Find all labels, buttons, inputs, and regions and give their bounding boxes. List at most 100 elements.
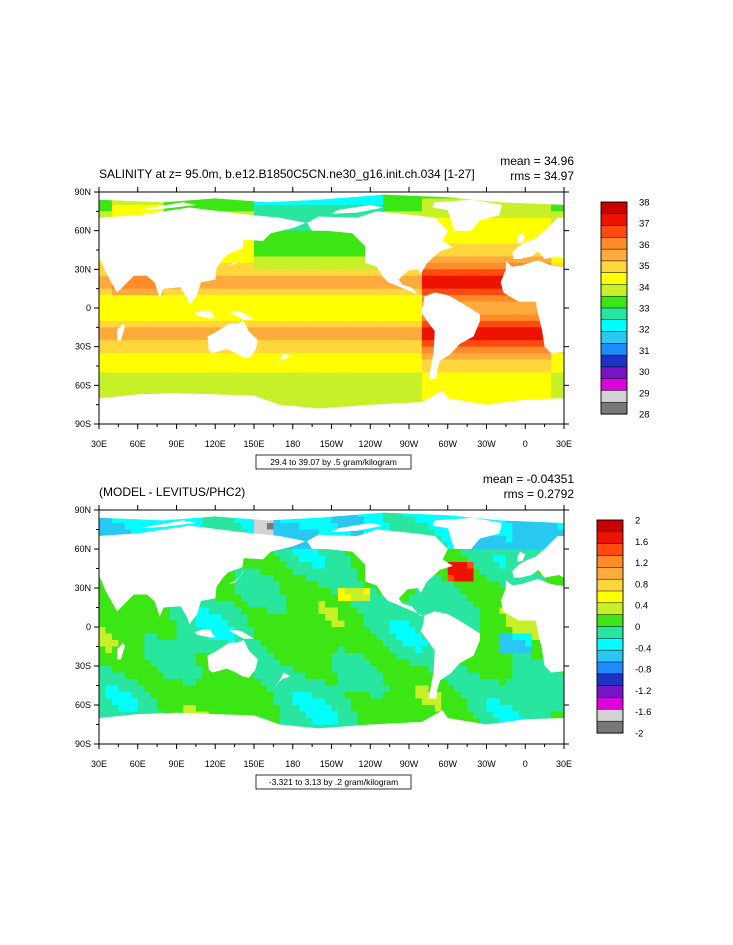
field-cell [447,692,455,699]
field-cell [260,301,268,309]
field-cell [454,282,462,290]
field-cell [331,705,339,712]
field-cell [195,359,203,367]
field-cell [492,685,500,693]
field-cell [370,627,378,634]
field-cell [111,653,119,660]
field-cell [344,555,352,563]
field-cell [383,607,391,615]
field-cell [176,679,184,686]
field-cell [389,192,397,199]
field-cell [325,549,332,556]
field-cell [195,333,203,341]
field-cell [286,353,294,360]
field-cell [105,295,113,302]
field-cell [499,314,507,322]
field-cell [273,555,281,563]
field-cell [318,672,326,680]
field-cell [163,607,171,615]
field-cell [299,679,307,686]
field-cell [312,333,319,341]
field-cell [105,659,113,667]
field-cell [241,288,248,296]
field-cell [157,346,164,354]
field-cell [254,366,261,373]
field-cell [260,378,268,386]
field-cell [544,698,552,706]
field-cell [312,269,319,277]
field-cell [331,516,339,524]
field-cell [473,698,481,706]
field-cell [383,627,391,634]
field-cell [363,340,371,348]
field-cell [118,359,126,367]
field-cell [499,262,507,270]
field-cell [396,353,403,360]
field-cell [299,198,307,206]
field-cell [170,666,177,673]
field-cell [111,607,119,615]
field-cell [512,314,520,322]
field-cell [492,301,500,309]
field-cell [299,320,307,328]
field-cell [499,588,507,595]
field-cell [467,243,474,251]
field-cell [344,601,352,608]
field-cell [254,359,261,367]
field-cell [234,633,242,641]
field-cell [467,614,474,621]
field-cell [525,211,533,219]
field-cell [441,692,449,699]
field-cell [525,333,533,341]
field-cell [467,385,474,393]
field-cell [454,262,462,270]
field-cell [557,211,565,219]
field-cell [325,237,332,244]
field-cell [512,659,520,667]
field-cell [279,372,287,380]
field-cell [505,627,513,634]
field-cell [312,692,319,699]
colorbar-label: 38 [639,198,650,209]
field-cell [150,314,158,322]
field-cell [396,646,403,654]
field-cell [312,250,319,257]
field-cell [531,646,539,654]
field-cell [208,627,216,634]
field-cell [331,320,339,328]
field-cell [118,607,126,615]
field-cell [273,333,281,341]
field-cell [396,295,403,302]
field-cell [150,282,158,290]
field-cell [486,237,494,244]
x-tick-label: 60W [438,439,457,449]
field-cell [331,575,339,582]
field-cell [247,692,255,699]
field-cell [467,581,474,589]
field-cell [312,568,319,576]
field-cell [492,614,500,621]
field-cell [131,529,139,537]
contour-info-box [255,454,412,470]
field-cell [189,366,197,373]
field-cell [512,672,520,680]
field-cell [99,391,106,399]
field-cell [254,614,261,621]
field-cell [286,523,294,530]
field-cell [144,653,152,660]
field-cell [221,314,229,322]
field-cell [447,230,455,238]
field-cell [144,275,152,283]
field-cell [350,288,358,296]
field-cell [389,372,397,380]
field-cell [389,385,397,393]
field-cell [273,353,281,360]
field-cell [499,542,507,550]
field-cell [396,198,403,206]
field-cell [150,692,158,699]
field-cell [376,198,384,206]
field-cell [428,653,436,660]
field-cell [505,346,513,354]
field-cell [176,295,184,302]
field-cell [221,575,229,582]
